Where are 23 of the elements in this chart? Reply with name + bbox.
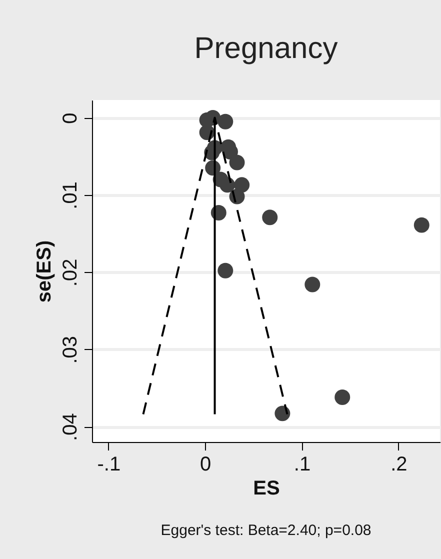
y-tick-label: 0 (60, 112, 82, 124)
point (262, 210, 278, 226)
chart-title: Pregnancy (194, 32, 338, 65)
point (218, 114, 234, 130)
point (218, 262, 234, 278)
text: Egger's test: Beta=2.40; p=0.08 (160, 522, 372, 539)
point (229, 154, 245, 170)
point (334, 389, 350, 405)
y-tick-label: .01 (60, 182, 82, 210)
y-axis-title: se(ES) (34, 240, 56, 303)
y-tick-label: .04 (60, 413, 82, 441)
point (220, 177, 236, 193)
x-tick-label: -.1 (97, 454, 121, 476)
point (274, 406, 290, 422)
x-axis-title: ES (253, 478, 280, 500)
point (414, 217, 430, 233)
point (234, 177, 250, 193)
y-tick-label: .03 (60, 336, 82, 364)
y-tick-label: .02 (60, 258, 82, 287)
x-tick-label: .1 (294, 454, 311, 476)
x-tick-label: 0 (200, 454, 212, 476)
x-tick-label: .2 (390, 454, 408, 476)
point (304, 276, 320, 292)
